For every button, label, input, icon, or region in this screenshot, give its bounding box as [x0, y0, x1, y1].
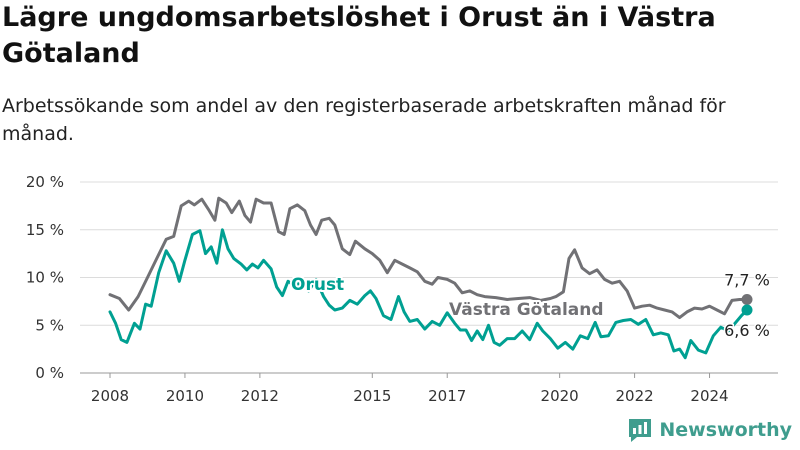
x-tick-label: 2022	[615, 387, 653, 405]
gridlines	[80, 181, 778, 378]
y-tick-label: 10 %	[26, 269, 64, 287]
end-value-label: 6,6 %	[724, 321, 770, 340]
x-tick-label: 2020	[541, 387, 579, 405]
series-line-orust	[108, 228, 749, 360]
series-label-vastra-gotaland: Västra Götaland	[449, 300, 604, 320]
series-label-orust: Orust	[291, 275, 344, 295]
series-end-points: 7,7 % 6,6 %	[723, 269, 772, 342]
brand-name: Newsworthy	[659, 419, 792, 441]
x-axis-tick-labels: 2008 2010 2012 2015 2017 2020 2022 2024	[91, 387, 729, 405]
y-axis-tick-labels: 0 % 5 % 10 % 15 % 20 %	[26, 173, 64, 382]
end-point-orust	[741, 304, 753, 316]
series-labels: Orust Västra Götaland	[289, 273, 606, 322]
chart-title: Lägre ungdomsarbetslöshet i Orust än i V…	[2, 2, 716, 69]
bar-chart-icon	[629, 419, 652, 442]
x-tick-label: 2017	[428, 387, 466, 405]
y-tick-label: 20 %	[26, 173, 64, 191]
x-tick-label: 2010	[166, 387, 204, 405]
x-tick-label: 2008	[91, 387, 129, 405]
y-tick-label: 15 %	[26, 221, 64, 239]
chart-subtitle: Arbetssökande som andel av den registerb…	[2, 95, 726, 145]
x-tick-label: 2015	[353, 387, 391, 405]
y-tick-label: 5 %	[35, 316, 64, 334]
x-tick-label: 2012	[241, 387, 279, 405]
newsworthy-logo: Newsworthy	[627, 416, 792, 444]
x-tick-label: 2024	[690, 387, 728, 405]
series-line-vastra-gotaland	[108, 196, 749, 320]
line-chart: 0 %5 %10 %15 %20 % 2008 2010 2012 2015 2017 2…	[26, 173, 778, 405]
y-tick-label: 0 %	[35, 364, 64, 382]
end-point-vastra-gotaland	[741, 293, 753, 305]
series-lines	[108, 196, 749, 360]
end-value-label: 7,7 %	[724, 270, 770, 289]
